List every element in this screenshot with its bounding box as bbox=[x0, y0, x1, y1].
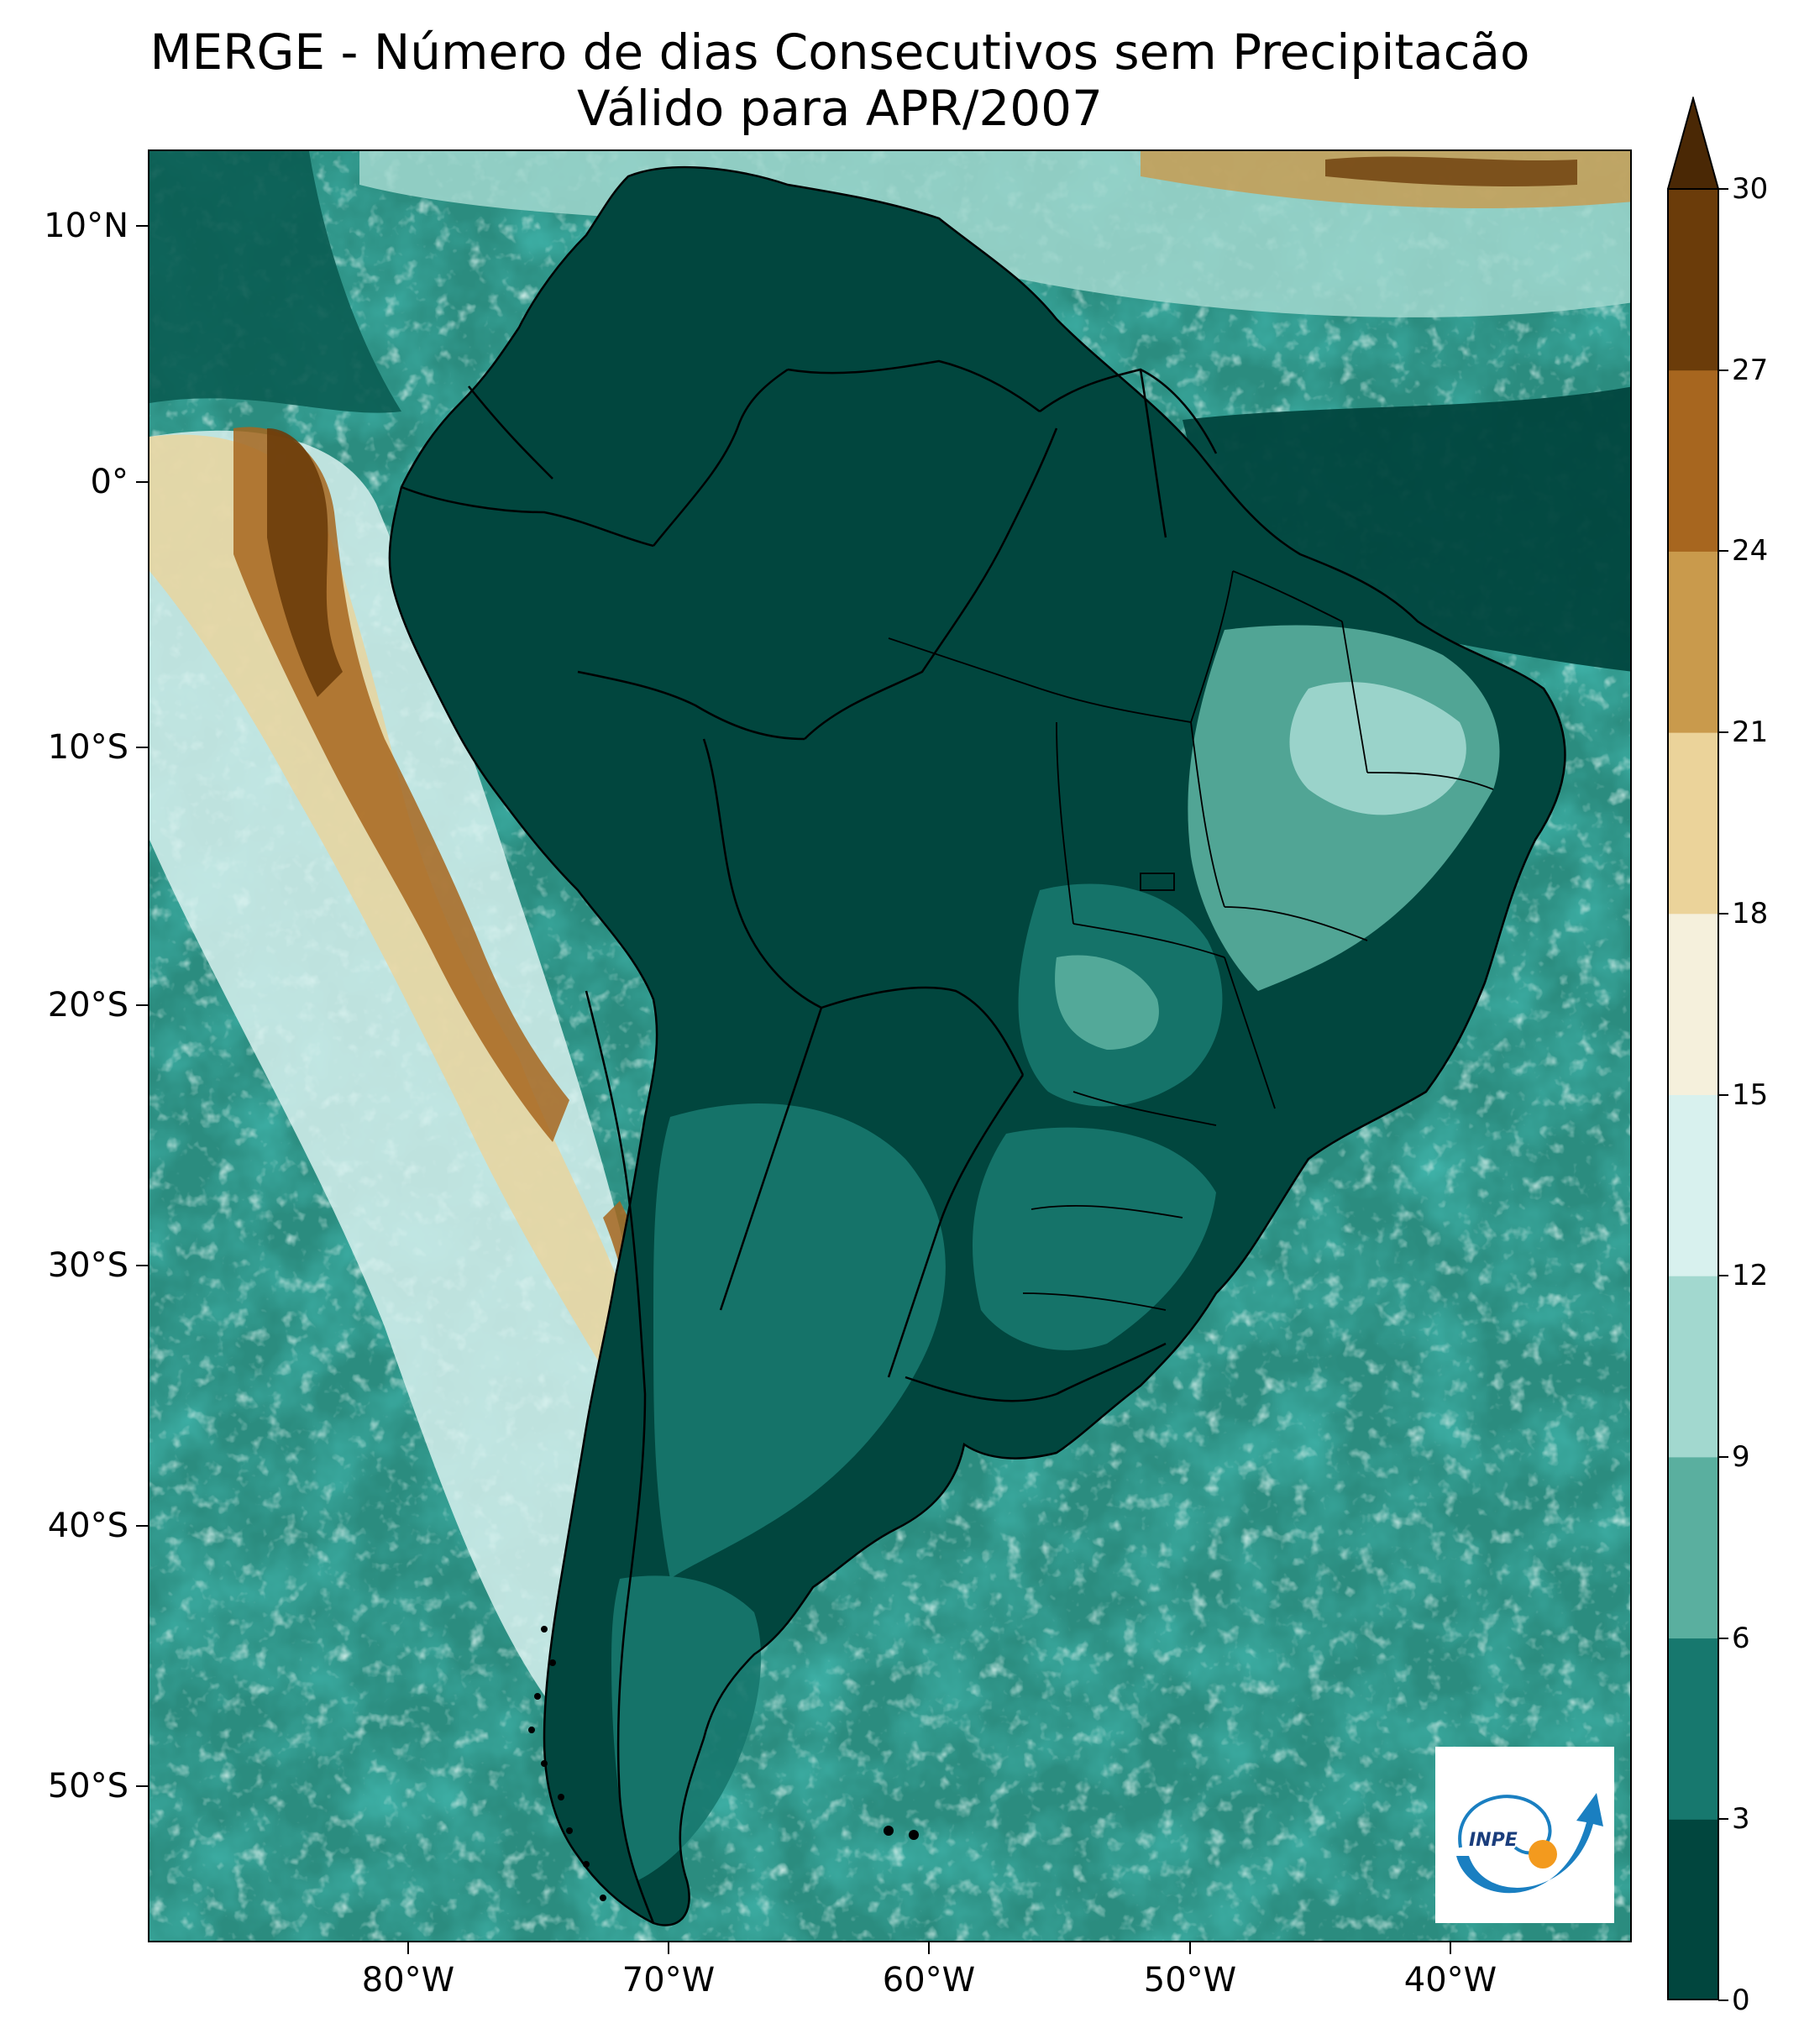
map-panel bbox=[148, 149, 1632, 1942]
colorbar-segment bbox=[1668, 913, 1718, 1095]
colorbar-segment bbox=[1668, 1819, 1718, 2000]
south-brazil-mid bbox=[973, 1127, 1216, 1350]
colorbar bbox=[1667, 97, 1719, 2000]
lat-label-40s: 40°S bbox=[47, 1507, 128, 1545]
map-subtitle: Válido para APR/2007 bbox=[577, 80, 1103, 137]
southern-islands bbox=[528, 1626, 919, 1901]
ne-brazil-lighter bbox=[1289, 682, 1466, 815]
lat-tick bbox=[136, 747, 148, 748]
lat-label-20s: 20°S bbox=[47, 986, 128, 1025]
colorbar-tick-label: 18 bbox=[1732, 896, 1769, 930]
lat-tick bbox=[136, 225, 148, 227]
colorbar-tick-label: 12 bbox=[1732, 1259, 1769, 1293]
pacific-dark-zone bbox=[149, 151, 401, 413]
map-title: MERGE - Número de dias Consecutivos sem … bbox=[149, 24, 1530, 81]
colorbar-tick-label: 24 bbox=[1732, 534, 1769, 569]
lon-label-60w: 60°W bbox=[882, 1961, 976, 1999]
lon-label-40w: 40°W bbox=[1403, 1961, 1497, 1999]
lon-tick bbox=[407, 1942, 409, 1954]
colorbar-tick-mark bbox=[1718, 1999, 1728, 2001]
colorbar-tick-label: 15 bbox=[1732, 1077, 1769, 1112]
southern-cone-mid bbox=[653, 1103, 946, 1579]
colorbar-extend-arrow bbox=[1667, 97, 1719, 190]
patagonia-mid bbox=[611, 1575, 762, 1881]
country-borders bbox=[388, 165, 1566, 1926]
lat-tick bbox=[136, 1004, 148, 1006]
colorbar-tick-mark bbox=[1718, 1637, 1728, 1639]
pacific-dry-zone-light bbox=[149, 430, 645, 1747]
lat-label-0: 0° bbox=[90, 463, 128, 501]
lat-label-30s: 30°S bbox=[47, 1246, 128, 1285]
colorbar-tick-mark bbox=[1718, 369, 1728, 371]
colorbar-segment bbox=[1668, 551, 1718, 733]
lon-label-50w: 50°W bbox=[1143, 1961, 1237, 1999]
colorbar-segment bbox=[1668, 1094, 1718, 1276]
caribbean-brown-2 bbox=[1325, 156, 1577, 186]
inpe-logo-text: INPE bbox=[1469, 1830, 1518, 1851]
precipitation-map bbox=[149, 151, 1630, 1941]
inpe-logo: INPE bbox=[1435, 1747, 1614, 1923]
colorbar-tick-mark bbox=[1718, 1093, 1728, 1096]
lat-tick bbox=[136, 1525, 148, 1527]
colorbar-tick-label: 3 bbox=[1732, 1802, 1750, 1837]
lon-tick bbox=[1450, 1942, 1451, 1954]
lat-label-50s: 50°S bbox=[47, 1767, 128, 1806]
colorbar-tick-mark bbox=[1718, 731, 1728, 734]
lat-tick bbox=[136, 1265, 148, 1266]
colorbar-tick-label: 6 bbox=[1732, 1621, 1750, 1655]
lon-tick bbox=[1189, 1942, 1191, 1954]
lat-label-10s: 10°S bbox=[47, 728, 128, 767]
colorbar-segment bbox=[1668, 1638, 1718, 1820]
lon-tick bbox=[928, 1942, 930, 1954]
lon-tick bbox=[668, 1942, 669, 1954]
pacific-dry-zone-darkbrown bbox=[267, 428, 343, 697]
colorbar-tick-label: 0 bbox=[1732, 1984, 1750, 2017]
colorbar-tick-mark bbox=[1718, 550, 1728, 553]
colorbar-tick-label: 21 bbox=[1732, 715, 1769, 750]
lon-label-80w: 80°W bbox=[361, 1961, 455, 1999]
colorbar-segment bbox=[1668, 1456, 1718, 1639]
colorbar-tick-mark bbox=[1718, 188, 1728, 190]
colorbar-segment bbox=[1668, 732, 1718, 915]
central-brazil-light bbox=[1055, 955, 1159, 1050]
colorbar-tick-mark bbox=[1718, 1818, 1728, 1821]
colorbar-segment bbox=[1668, 369, 1718, 552]
colorbar-tick-label: 9 bbox=[1732, 1439, 1750, 1474]
inpe-logo-icon: INPE bbox=[1456, 1793, 1603, 1894]
lat-tick bbox=[136, 1785, 148, 1787]
colorbar-tick-mark bbox=[1718, 912, 1728, 915]
colorbar-segment bbox=[1668, 189, 1718, 371]
colorbar-tick-mark bbox=[1718, 1275, 1728, 1277]
lat-tick bbox=[136, 481, 148, 483]
state-borders bbox=[888, 570, 1494, 1311]
colorbar-tick-label: 27 bbox=[1732, 353, 1769, 387]
colorbar-segment bbox=[1668, 1276, 1718, 1458]
lat-label-10n: 10°N bbox=[44, 207, 128, 245]
pacific-dry-zone-tan bbox=[149, 434, 620, 1369]
lon-label-70w: 70°W bbox=[621, 1961, 716, 1999]
colorbar-tick-mark bbox=[1718, 1455, 1728, 1458]
colorbar-tick-label: 30 bbox=[1732, 172, 1769, 206]
